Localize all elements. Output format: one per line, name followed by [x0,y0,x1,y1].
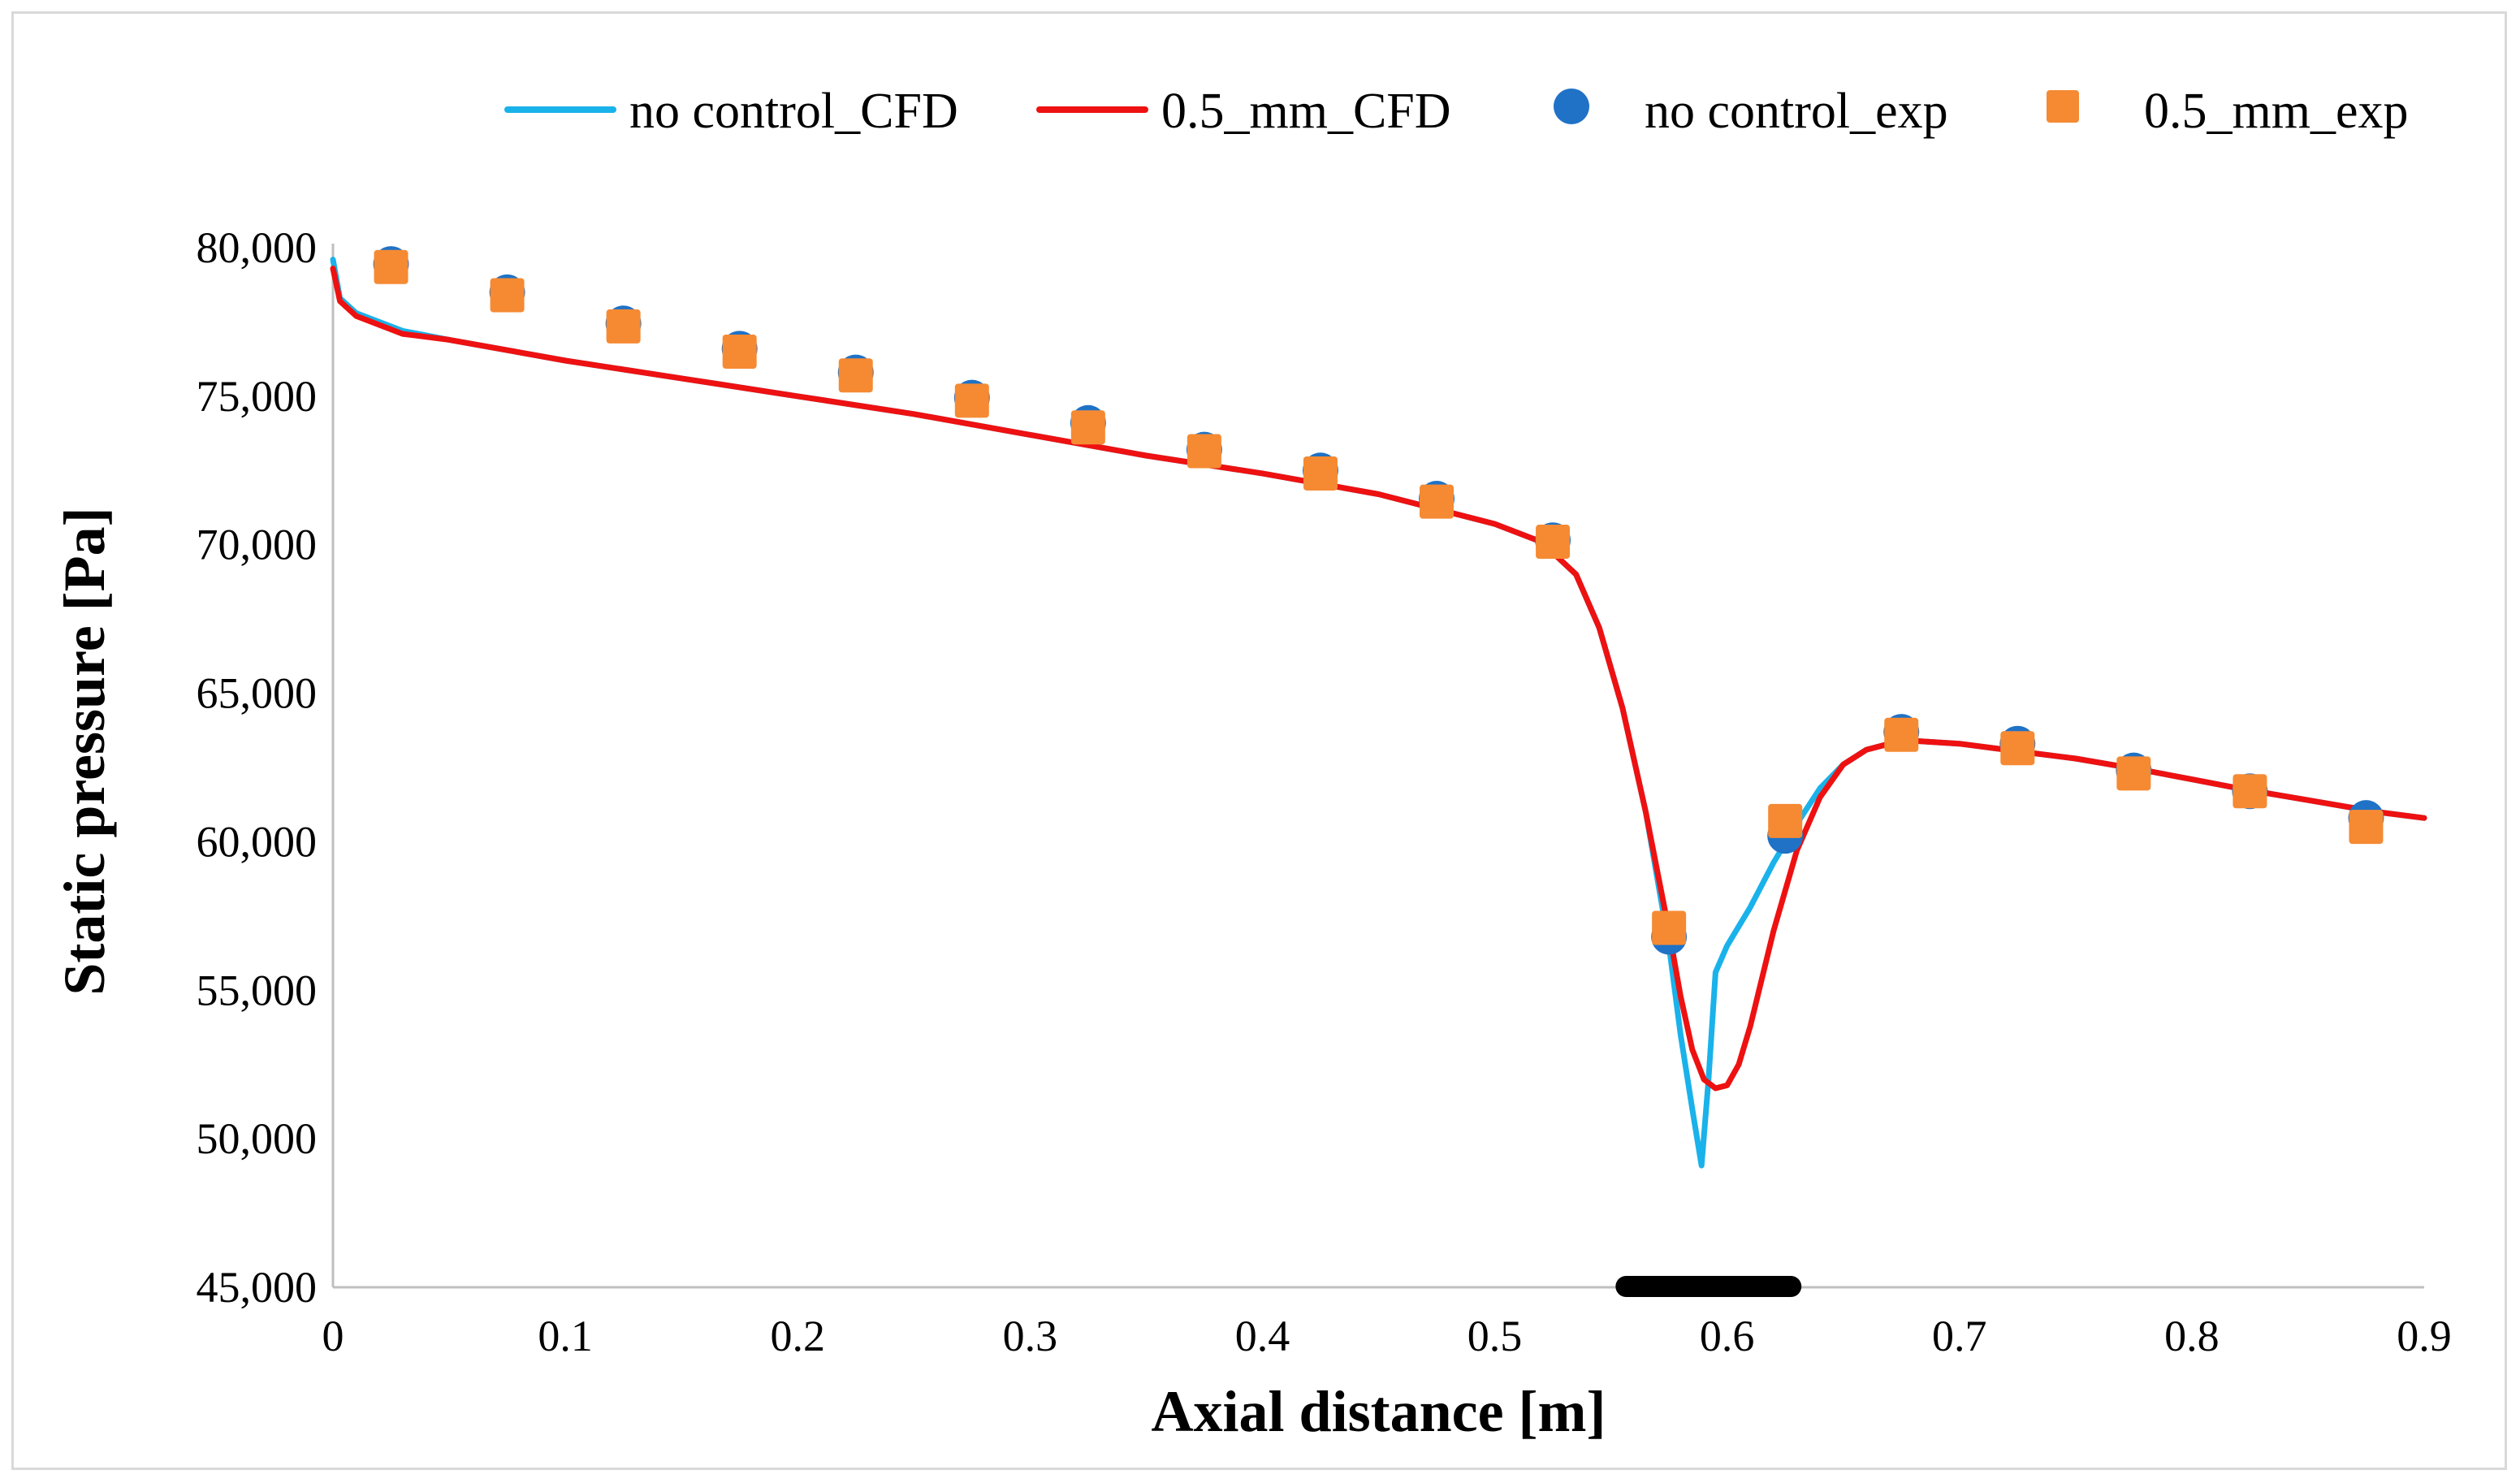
y-tick-label: 50,000 [197,1114,318,1163]
x-axis-title: Axial distance [m] [1152,1379,1606,1444]
x-tick-label: 0.3 [1003,1312,1058,1360]
data-point-square [2000,731,2035,766]
y-axis: 45,000 50,000 55,000 60,000 65,000 70,000 75,0… [197,223,335,1312]
x-tick-label: 0.4 [1235,1312,1290,1360]
data-point-square [374,249,408,284]
data-point-square [722,335,757,369]
series-line-0 [330,257,2427,1169]
data-point-square [1303,456,1338,491]
series-line-1 [330,266,2427,1092]
legend-label: 0.5_mm_exp [2144,84,2408,139]
chart-frame [11,11,2507,1470]
x-tick-label: 0.8 [2164,1312,2220,1360]
data-point-square [490,278,525,313]
data-point-square [1070,410,1105,445]
x-tick-label: 0.2 [770,1312,825,1360]
y-tick-label: 55,000 [197,966,318,1014]
data-point-square [1652,910,1687,945]
data-point-square [1536,525,1571,560]
y-tick-label: 75,000 [197,372,318,421]
legend-label: 0.5_mm_CFD [1161,84,1451,139]
y-axis-title: Static pressure [Pa] [52,507,117,995]
data-point-square [954,383,989,418]
data-point-square [1884,717,1919,752]
data-point-square [838,358,873,393]
x-tick-label: 0.7 [1932,1312,1987,1360]
data-point-square [1187,434,1221,469]
data-point-square [1420,484,1455,519]
legend-label: no control_CFD [629,84,958,139]
x-tick-label: 0.1 [538,1312,593,1360]
axis-bar-marker [1615,1276,1802,1297]
legend-label: no control_exp [1645,84,1948,139]
y-tick-label: 45,000 [197,1263,318,1312]
legend-swatch-square [2047,90,2079,123]
data-point-square [2233,774,2267,809]
data-point-square [1768,803,1803,838]
data-point-square [606,309,641,344]
x-tick-label: 0.9 [2397,1312,2452,1360]
x-tick-label: 0.6 [1700,1312,1755,1360]
x-axis: 0 0.1 0.2 0.3 0.4 0.5 0.6 0.7 0.8 0.9 [322,1286,2452,1360]
legend: no control_CFD 0.5_mm_CFD no control_exp 0.… [504,84,2408,139]
data-point-square [2349,810,2384,845]
y-tick-label: 60,000 [197,817,318,866]
y-tick-label: 80,000 [197,223,318,272]
legend-swatch-circle [1554,89,1589,124]
x-tick-label: 0.5 [1467,1312,1523,1360]
y-tick-label: 65,000 [197,669,318,718]
plot-area [330,246,2427,1297]
y-tick-label: 70,000 [197,521,318,569]
data-point-square [2116,756,2151,791]
x-tick-label: 0 [322,1312,344,1360]
